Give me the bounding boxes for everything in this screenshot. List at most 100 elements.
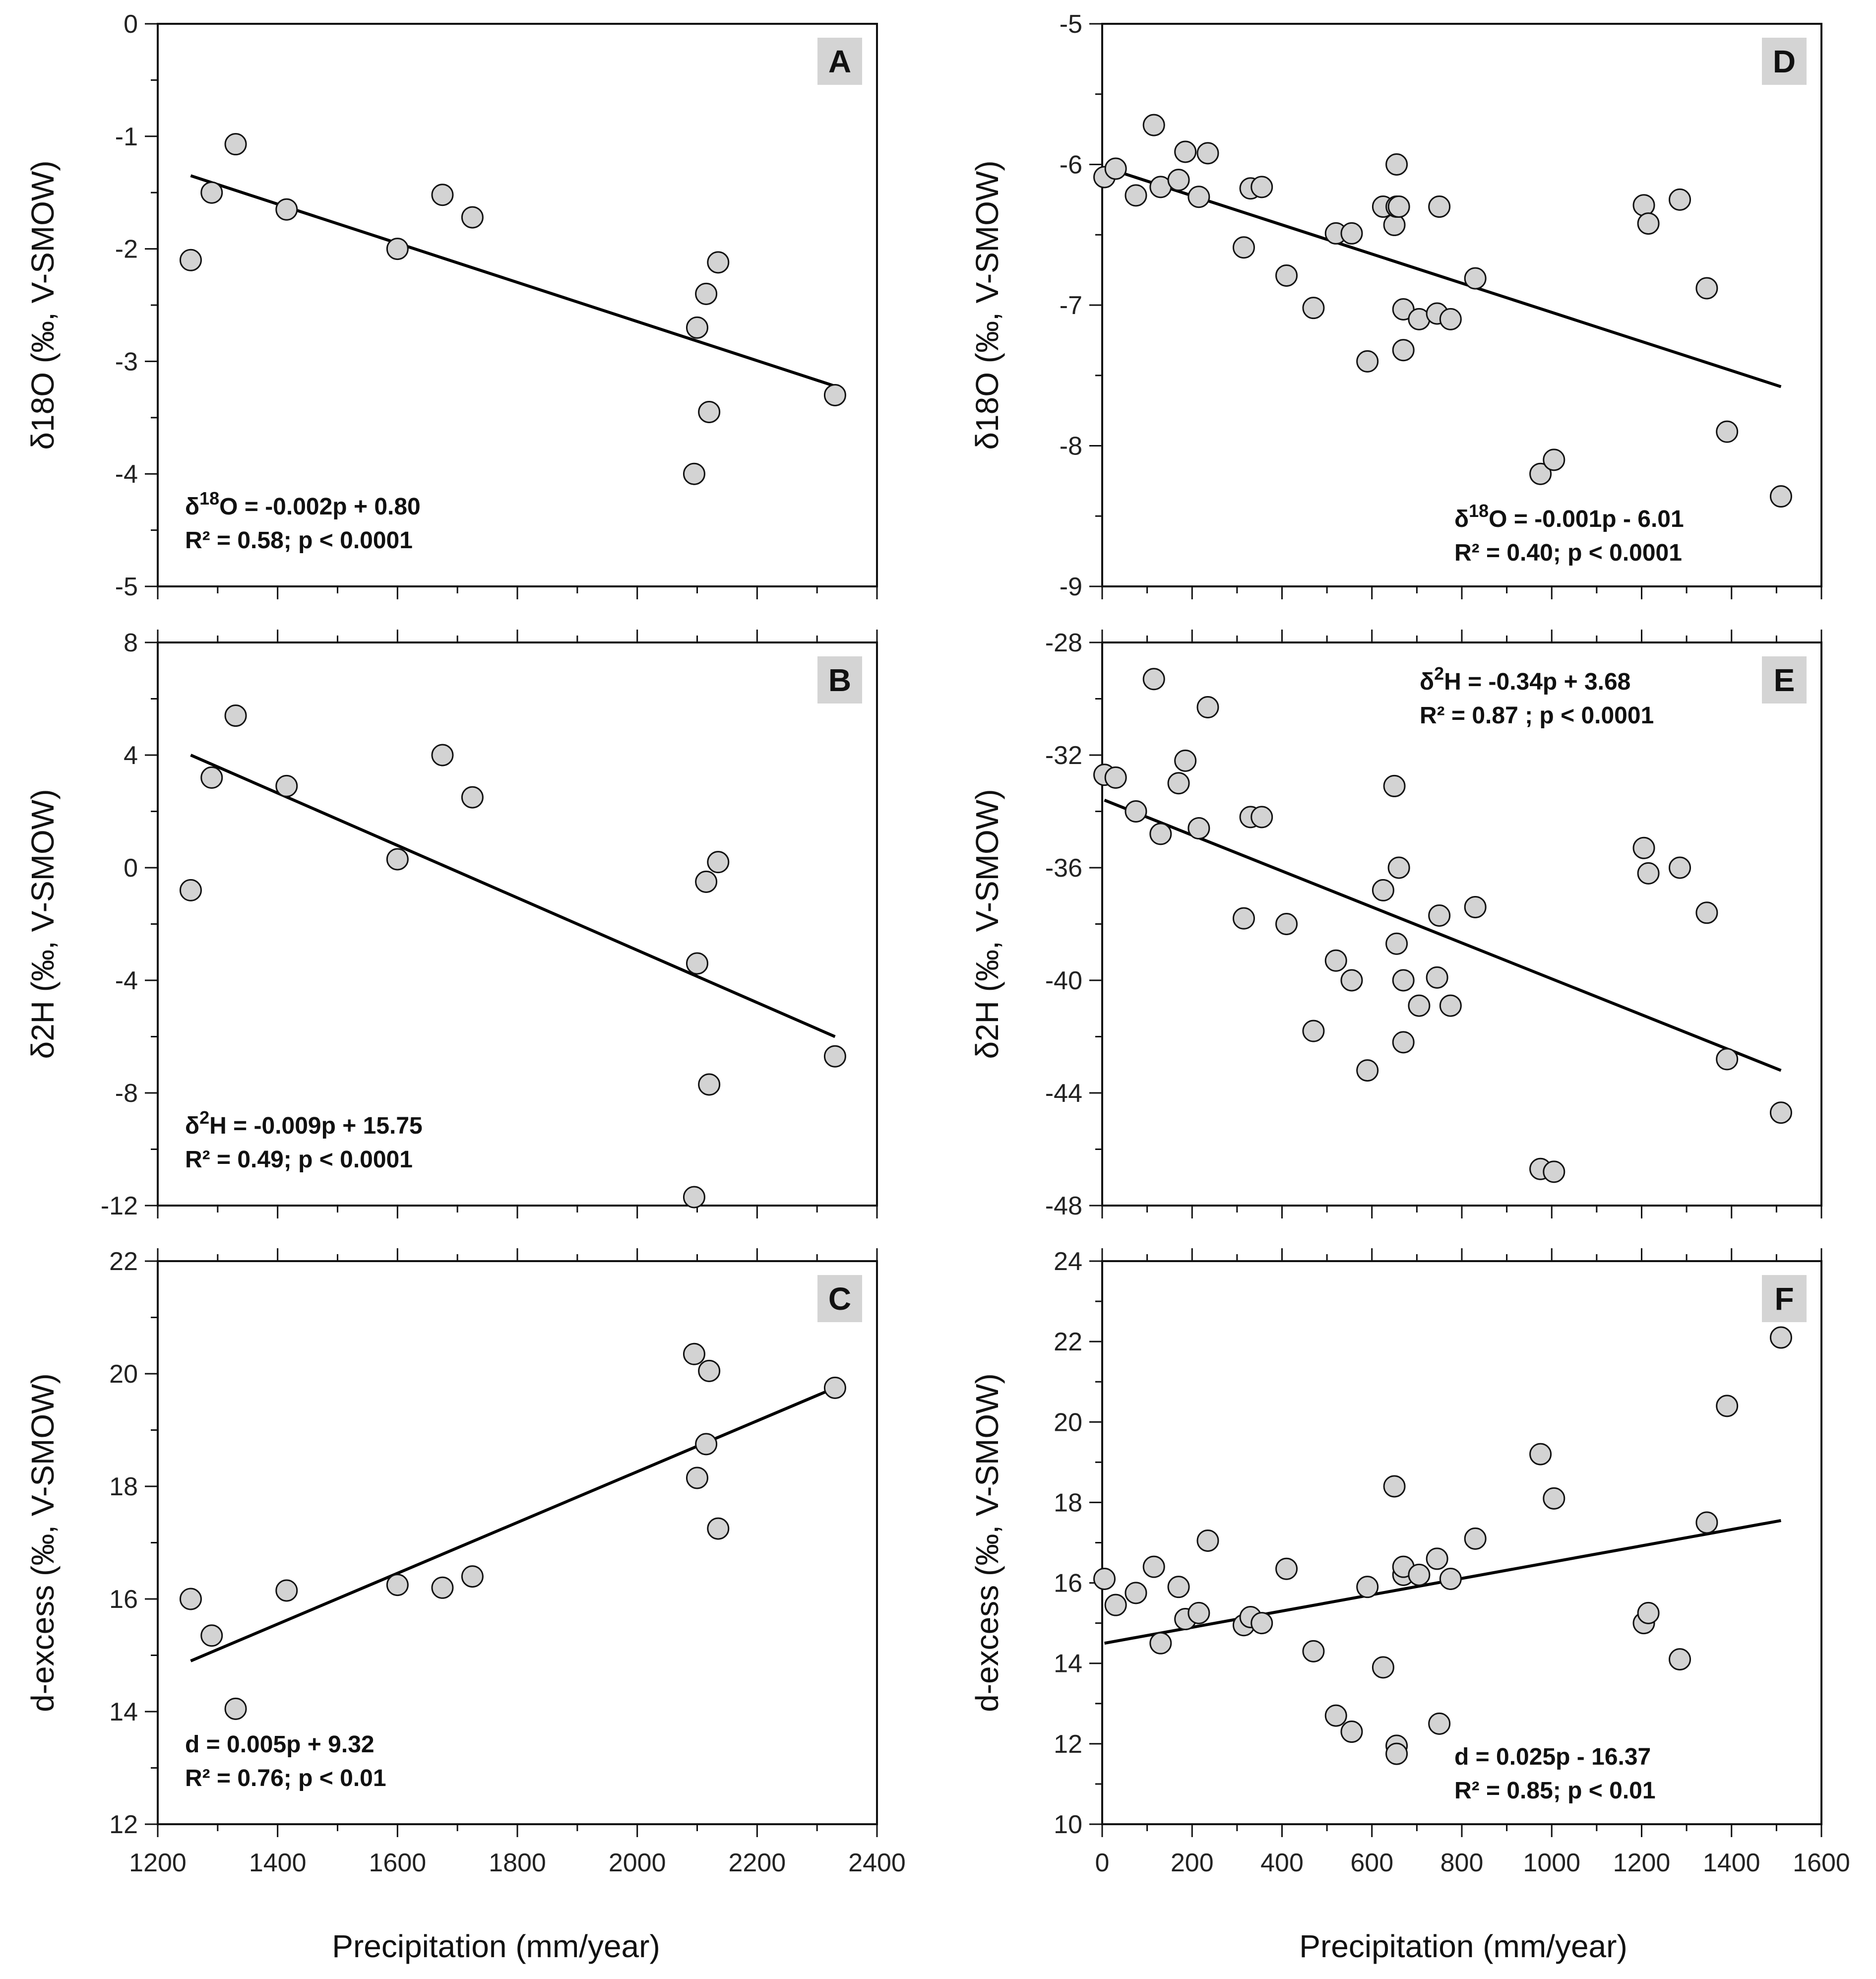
data-point [461, 206, 484, 229]
data-point [686, 952, 708, 975]
data-point [1104, 766, 1127, 789]
x-tick-label: 1400 [1703, 1849, 1760, 1877]
y-tick-label: -6 [1060, 151, 1082, 180]
data-point [1426, 966, 1448, 989]
data-point [1392, 298, 1415, 321]
data-point [431, 184, 454, 206]
data-point [695, 282, 718, 305]
y-axis-label: δ18O (‰, V-SMOW) [25, 160, 61, 449]
y-tick-label: -28 [1045, 629, 1082, 657]
data-point [1464, 1527, 1487, 1550]
y-tick-label: -9 [1060, 573, 1082, 601]
x-tick-label: 800 [1440, 1849, 1484, 1877]
y-tick-label: 14 [1054, 1650, 1082, 1678]
panel-letter: E [1774, 662, 1795, 698]
data-point [179, 879, 202, 901]
data-point [1543, 1487, 1565, 1510]
x-tick-label: 200 [1171, 1849, 1214, 1877]
data-point [1383, 213, 1406, 236]
y-tick-label: -8 [115, 1079, 138, 1108]
data-point [1637, 212, 1660, 235]
y-tick-label: -8 [1060, 432, 1082, 461]
x-axis-label-left: Precipitation (mm/year) [332, 1928, 660, 1964]
equation-line-1: d = 0.025p - 16.37 [1454, 1744, 1651, 1770]
equation-line-1: δ18O = -0.002p + 0.80 [185, 488, 421, 520]
data-point [179, 1588, 202, 1610]
data-point [1340, 1721, 1363, 1743]
data-point [1167, 772, 1190, 795]
y-tick-label: 14 [109, 1698, 138, 1726]
data-point [1439, 308, 1462, 330]
y-tick-label: 18 [109, 1472, 138, 1501]
data-point [1385, 153, 1408, 176]
data-point [461, 1565, 484, 1588]
data-point [1275, 913, 1298, 935]
y-tick-label: -40 [1045, 966, 1082, 995]
equation-suffix: d = 0.005p + 9.32 [185, 1731, 375, 1758]
data-point [823, 1045, 846, 1068]
data-point [1125, 184, 1147, 207]
data-point [275, 1579, 298, 1602]
data-point [179, 249, 202, 271]
y-tick-label: 0 [124, 10, 138, 39]
y-axis-label: δ18O (‰, V-SMOW) [969, 160, 1005, 449]
data-point [1428, 904, 1451, 927]
data-point [1174, 140, 1197, 163]
y-tick-label: 12 [109, 1810, 138, 1839]
data-point [1324, 949, 1347, 972]
data-point [1302, 297, 1325, 319]
x-tick-label: 1200 [1613, 1849, 1671, 1877]
data-point [1188, 186, 1210, 208]
data-point [1426, 1547, 1448, 1570]
y-tick-label: -5 [1060, 10, 1082, 39]
data-point [1716, 1395, 1739, 1417]
data-point [1392, 339, 1415, 362]
data-point [1356, 1059, 1379, 1082]
data-point [224, 704, 247, 727]
equation-line-2: R² = 0.40; p < 0.0001 [1454, 540, 1682, 566]
data-point [1142, 1555, 1165, 1578]
equation-line-2: R² = 0.58; p < 0.0001 [185, 527, 413, 554]
regression-line [190, 174, 836, 388]
data-point [1275, 1557, 1298, 1580]
x-tick-label: 400 [1260, 1849, 1304, 1877]
data-point [1392, 1031, 1415, 1054]
equation-line-1: d = 0.005p + 9.32 [185, 1731, 375, 1758]
y-tick-label: 24 [1054, 1247, 1082, 1276]
panel-letter-box [1762, 1275, 1807, 1322]
regression-line [190, 754, 836, 1038]
data-point [1632, 836, 1655, 859]
equation-prefix: δ [1420, 669, 1434, 695]
x-tick-label: 1000 [1523, 1849, 1580, 1877]
equation-superscript: 18 [199, 488, 219, 509]
data-point [695, 870, 718, 893]
x-tick-label: 1400 [249, 1849, 307, 1877]
data-point [1408, 994, 1431, 1017]
panel-letter-box [1762, 38, 1807, 85]
equation-superscript: 18 [1469, 501, 1489, 521]
data-point [1188, 817, 1210, 840]
y-tick-label: 8 [124, 629, 138, 657]
equation-line-2: R² = 0.87 ; p < 0.0001 [1420, 702, 1654, 729]
data-point [698, 1073, 721, 1096]
equation-line-2: R² = 0.49; p < 0.0001 [185, 1147, 413, 1173]
data-point [1769, 1101, 1792, 1124]
y-tick-label: 4 [124, 741, 138, 770]
equation-line-1: δ18O = -0.001p - 6.01 [1454, 501, 1684, 532]
panel-letter-box [1762, 656, 1807, 703]
y-tick-label: 16 [109, 1585, 138, 1614]
data-point [698, 1359, 721, 1382]
data-point [1251, 176, 1273, 198]
x-tick-label: 1800 [489, 1849, 546, 1877]
x-axis-label-right: Precipitation (mm/year) [1299, 1928, 1627, 1964]
data-point [1149, 823, 1172, 845]
data-point [275, 198, 298, 221]
regression-line [190, 1386, 836, 1662]
equation-suffix: d = 0.025p - 16.37 [1454, 1744, 1651, 1770]
panel-f: 24 22 20 18 16 14 12 10 0 200 400 600 800 1000 1200 140… [969, 1247, 1850, 1877]
data-point [224, 133, 247, 156]
data-point [1769, 1326, 1792, 1349]
